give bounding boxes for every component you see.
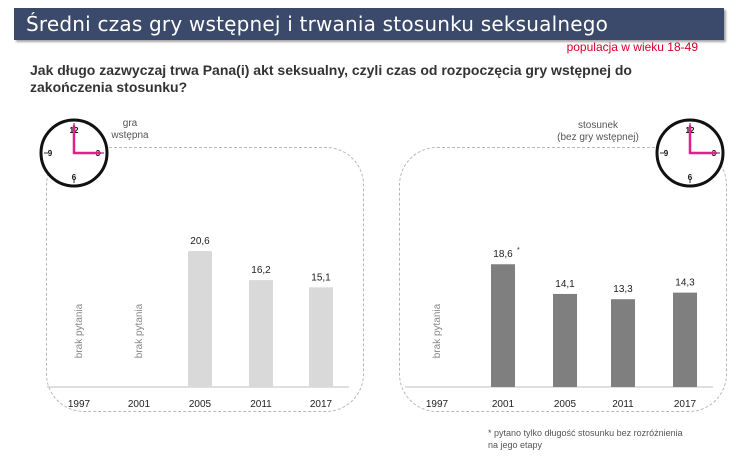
caption-line: gra <box>122 118 138 129</box>
data-label: 14,3 <box>675 278 695 289</box>
clock-number-6: 6 <box>72 173 77 182</box>
x-tick-label: 2001 <box>128 399 151 410</box>
caption-line: stosunek <box>577 120 619 131</box>
caption-line: (bez gry wstępnej) <box>557 132 639 143</box>
data-label: 20,6 <box>190 236 210 247</box>
data-label: 13,3 <box>613 284 633 295</box>
x-tick-label: 2017 <box>310 399 333 410</box>
panel-intercourse <box>399 147 727 412</box>
title-bar: Średni czas gry wstępnej i trwania stosu… <box>14 8 724 40</box>
chart-caption-foreplay: gra wstępna <box>100 118 160 142</box>
x-tick-label: 2001 <box>492 399 515 410</box>
data-label: 15,1 <box>311 272 331 283</box>
missing-data-label: brak pytania <box>432 303 443 358</box>
data-label: 14,1 <box>555 279 575 290</box>
bar <box>491 264 515 387</box>
bar <box>188 251 212 387</box>
population-label: populacja w wieku 18-49 <box>566 40 698 54</box>
clock-icon: 12 3 6 9 <box>39 118 109 188</box>
x-tick-label: 2005 <box>189 399 212 410</box>
x-tick-label: 1997 <box>68 399 91 410</box>
survey-question: Jak długo zazwyczaj trwa Pana(i) akt sek… <box>30 62 632 95</box>
bar <box>673 292 697 387</box>
data-label: 18,6 <box>493 249 513 260</box>
panel-foreplay <box>46 147 364 412</box>
clock-number-6: 6 <box>688 173 693 182</box>
missing-data-label: brak pytania <box>74 303 85 358</box>
chart-caption-intercourse: stosunek (bez gry wstępnej) <box>540 120 656 144</box>
x-tick-label: 2011 <box>612 399 634 410</box>
missing-data-label: brak pytania <box>134 303 145 358</box>
data-label-footnote-mark: * <box>517 247 520 254</box>
bar <box>553 293 577 387</box>
data-label: 16,2 <box>251 265 271 276</box>
bar <box>309 287 333 387</box>
clock-number-9: 9 <box>48 149 53 158</box>
bar <box>611 299 635 387</box>
x-tick-label: 1997 <box>426 399 449 410</box>
x-tick-label: 2011 <box>250 399 272 410</box>
footnote: * pytano tylko długość stosunku bez rozr… <box>488 428 683 450</box>
x-tick-label: 2005 <box>554 399 577 410</box>
clock-icon: 12 3 6 9 <box>655 118 725 188</box>
x-tick-label: 2017 <box>674 399 697 410</box>
clock-number-9: 9 <box>664 149 669 158</box>
caption-line: wstępna <box>111 130 149 141</box>
bar <box>249 280 273 387</box>
page-title: Średni czas gry wstępnej i trwania stosu… <box>26 12 609 36</box>
